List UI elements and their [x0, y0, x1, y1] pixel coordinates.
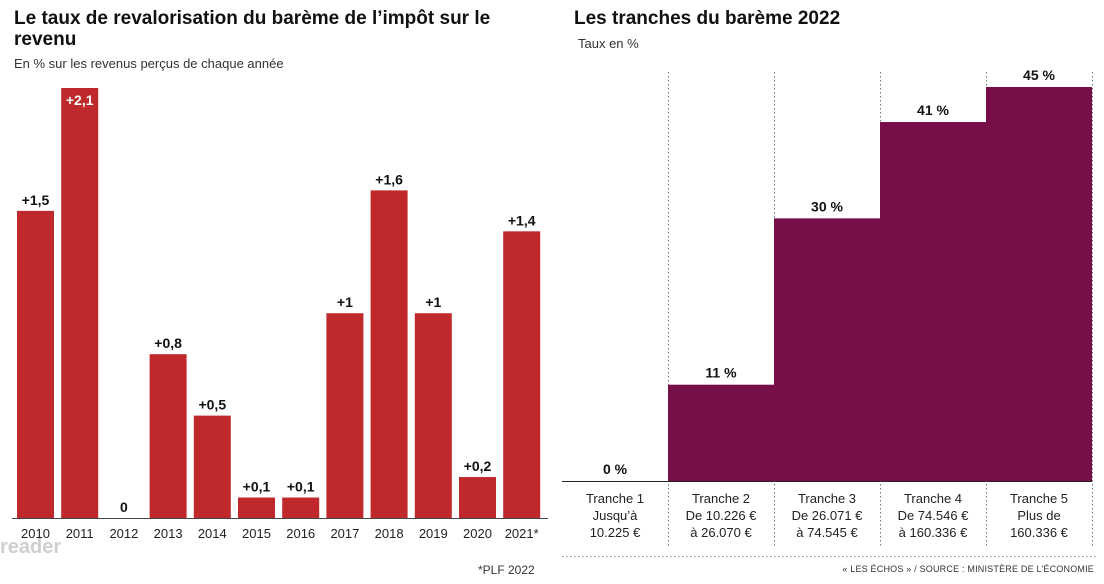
- bracket-tick-label-1-line-2: Jusqu’à: [593, 508, 639, 523]
- bracket-tick-label-3-line-3: à 74.545 €: [796, 525, 858, 540]
- x-tick-label-2019: 2019: [419, 526, 448, 541]
- bar-2013: [149, 354, 187, 518]
- x-tick-label-2015: 2015: [242, 526, 271, 541]
- chart-subtitle-right: Taux en %: [578, 36, 639, 51]
- bracket-tick-label-3-line-1: Tranche 3: [798, 491, 856, 506]
- bracket-bar-3: [774, 218, 880, 482]
- bracket-value-label-5: 45 %: [1023, 67, 1055, 83]
- bracket-tick-label-5-line-1: Tranche 5: [1010, 491, 1068, 506]
- bar-2017: [326, 313, 364, 518]
- bar-2014: [193, 415, 231, 518]
- x-tick-label-2021*: 2021*: [505, 526, 539, 541]
- bracket-bar-5: [986, 87, 1092, 481]
- bar-value-label-2016: +0,1: [287, 479, 315, 495]
- chart-subtitle-left: En % sur les revenus perçus de chaque an…: [14, 56, 284, 71]
- bracket-value-label-2: 11 %: [705, 365, 737, 381]
- x-tick-label-2010: 2010: [21, 526, 50, 541]
- bracket-tick-label-2-line-1: Tranche 2: [692, 491, 750, 506]
- watermark: reader: [0, 536, 62, 558]
- chart-title-left: Le taux de revalorisation du barème de l…: [14, 8, 491, 50]
- bar-2020: [459, 477, 496, 518]
- x-tick-label-2020: 2020: [463, 526, 492, 541]
- bar-value-label-2015: +0,1: [243, 479, 271, 495]
- bar-2021*: [503, 231, 541, 519]
- bar-value-label-2018: +1,6: [375, 171, 403, 187]
- bracket-tick-label-3-line-2: De 26.071 €: [792, 508, 864, 523]
- bar-2015: [238, 497, 275, 518]
- bar-value-label-2013: +0,8: [154, 335, 182, 351]
- bar-2018: [370, 190, 408, 518]
- bar-value-label-2019: +1: [425, 294, 441, 310]
- footnote: *PLF 2022: [478, 563, 535, 577]
- bar-value-label-2012: 0: [120, 499, 128, 515]
- x-tick-label-2011: 2011: [66, 526, 94, 541]
- source-note: « LES ÉCHOS » / SOURCE : MINISTÈRE DE L’…: [842, 564, 1094, 574]
- bracket-tick-label-2-line-2: De 10.226 €: [686, 508, 758, 523]
- chart-title-right: Les tranches du barème 2022: [574, 8, 841, 29]
- bar-value-label-2014: +0,5: [198, 397, 226, 413]
- x-tick-label-2017: 2017: [330, 526, 359, 541]
- bar-2010: [17, 210, 54, 518]
- bar-value-label-2021*: +1,4: [508, 212, 536, 228]
- bracket-tick-label-5-line-3: 160.336 €: [1010, 525, 1069, 540]
- bar-2019: [414, 313, 452, 518]
- bracket-value-label-3: 30 %: [811, 198, 843, 214]
- bar-value-label-2011: +2,1: [66, 92, 94, 108]
- bracket-tick-label-4-line-3: à 160.336 €: [899, 525, 968, 540]
- bracket-value-label-4: 41 %: [917, 102, 949, 118]
- bracket-tick-label-4-line-1: Tranche 4: [904, 491, 962, 506]
- bracket-tick-label-5-line-2: Plus de: [1017, 508, 1060, 523]
- bar-value-label-2010: +1,5: [22, 192, 50, 208]
- x-tick-label-2014: 2014: [198, 526, 227, 541]
- x-tick-label-2016: 2016: [286, 526, 315, 541]
- bracket-tick-label-1-line-1: Tranche 1: [586, 491, 644, 506]
- x-tick-label-2018: 2018: [375, 526, 404, 541]
- bracket-value-label-1: 0 %: [603, 461, 628, 477]
- bar-value-label-2020: +0,2: [464, 458, 492, 474]
- bracket-tick-label-4-line-2: De 74.546 €: [898, 508, 970, 523]
- bracket-bar-4: [880, 122, 986, 482]
- bracket-bar-2: [668, 384, 774, 481]
- x-tick-label-2012: 2012: [109, 526, 138, 541]
- x-tick-label-2013: 2013: [154, 526, 183, 541]
- bar-value-label-2017: +1: [337, 294, 353, 310]
- bracket-tick-label-2-line-3: à 26.070 €: [690, 525, 752, 540]
- bar-2016: [282, 497, 320, 518]
- bar-2011: [61, 88, 99, 518]
- bracket-tick-label-1-line-3: 10.225 €: [590, 525, 641, 540]
